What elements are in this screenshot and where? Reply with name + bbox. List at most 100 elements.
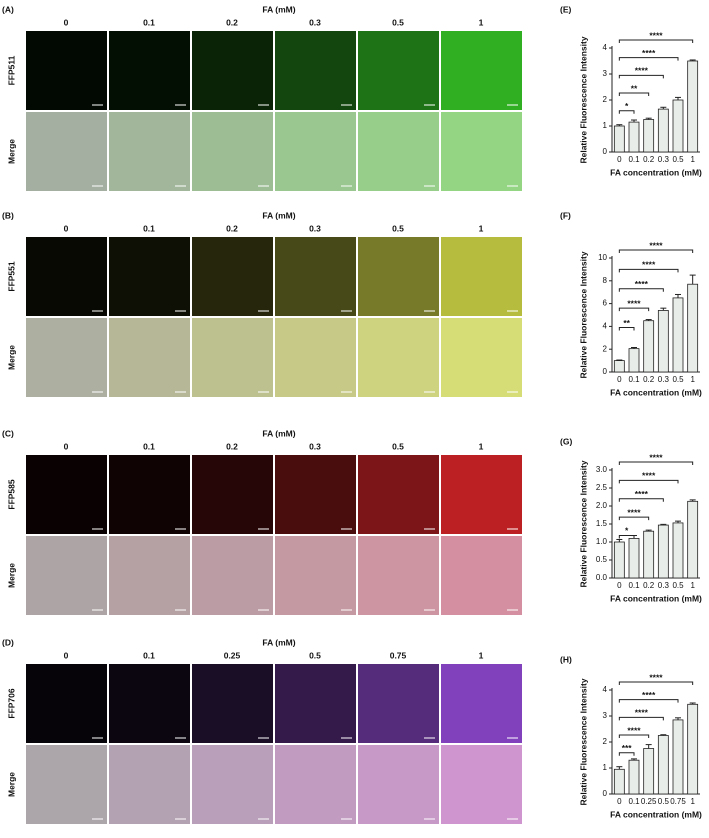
bar bbox=[672, 522, 684, 579]
error-bar bbox=[675, 96, 681, 100]
x-tick-label: 1 bbox=[690, 797, 695, 806]
y-axis-title: Relative Fluorescence Intensity bbox=[578, 36, 588, 163]
significance-label: **** bbox=[642, 690, 656, 700]
bar bbox=[628, 538, 640, 579]
fluorescence-image bbox=[109, 31, 190, 110]
bar bbox=[657, 108, 669, 153]
error-bar bbox=[675, 520, 681, 523]
x-tick-label: 0 bbox=[617, 581, 622, 590]
merge-image bbox=[109, 745, 190, 824]
merge-signal bbox=[192, 112, 273, 191]
y-tick-label: 3 bbox=[603, 711, 608, 720]
merge-image bbox=[192, 112, 273, 191]
merge-signal bbox=[192, 745, 273, 824]
x-tick-label: 0.75 bbox=[670, 797, 686, 806]
merge-signal bbox=[26, 318, 107, 397]
fluorescence-image bbox=[192, 31, 273, 110]
fluorescence-signal bbox=[275, 455, 356, 534]
y-tick-label: 0 bbox=[603, 367, 608, 376]
concentration-label: 0.3 bbox=[309, 223, 321, 233]
merge-image bbox=[192, 318, 273, 397]
significance-label: **** bbox=[627, 298, 641, 308]
concentration-label: 0 bbox=[64, 441, 69, 451]
bar bbox=[687, 283, 699, 373]
x-tick-label: 1 bbox=[690, 581, 695, 590]
merge-signal bbox=[109, 112, 190, 191]
merge-signal bbox=[192, 536, 273, 615]
significance-label: **** bbox=[649, 240, 663, 250]
significance-bracket bbox=[618, 57, 679, 61]
y-tick-label: 3 bbox=[603, 69, 608, 78]
significance-bracket bbox=[618, 498, 664, 502]
row-label: Merge bbox=[6, 563, 16, 588]
y-tick-label: 10 bbox=[598, 253, 607, 262]
fluorescence-image bbox=[26, 31, 107, 110]
merge-image bbox=[109, 112, 190, 191]
error-bar bbox=[616, 766, 623, 770]
y-tick-label: 0.5 bbox=[596, 555, 608, 564]
significance-label: **** bbox=[627, 725, 641, 735]
concentration-label: 0.2 bbox=[226, 223, 238, 233]
x-tick-label: 0.25 bbox=[641, 797, 657, 806]
x-tick-label: 0 bbox=[617, 375, 622, 384]
merge-image bbox=[109, 536, 190, 615]
y-tick-label: 0 bbox=[603, 789, 608, 798]
significance-bracket bbox=[618, 734, 650, 739]
x-axis-title: FA concentration (mM) bbox=[610, 593, 702, 603]
concentration-label: 0.1 bbox=[143, 650, 155, 660]
significance-bracket bbox=[618, 534, 635, 539]
panel-label: (B) bbox=[2, 210, 14, 220]
fluorescence-signal bbox=[275, 31, 356, 110]
fluorescence-image bbox=[109, 455, 190, 534]
fluorescence-signal bbox=[441, 664, 522, 743]
error-bar bbox=[645, 319, 652, 321]
bar bbox=[687, 60, 699, 153]
row-label: Merge bbox=[6, 345, 16, 370]
merge-image bbox=[192, 745, 273, 824]
y-tick-label: 1.5 bbox=[596, 519, 608, 528]
concentration-label: 0.25 bbox=[224, 650, 241, 660]
significance-label: **** bbox=[642, 471, 656, 481]
panel-header: FA (mM) bbox=[262, 428, 295, 438]
x-tick-label: 0.3 bbox=[658, 375, 670, 384]
x-tick-label: 0 bbox=[617, 155, 622, 164]
bar bbox=[613, 125, 625, 153]
significance-bracket bbox=[618, 461, 694, 465]
significance-label: * bbox=[625, 101, 629, 111]
bar bbox=[672, 297, 684, 373]
error-bar bbox=[645, 744, 652, 749]
significance-label: **** bbox=[649, 672, 663, 682]
y-tick-label: 6 bbox=[603, 299, 608, 308]
concentration-label: 0.2 bbox=[226, 441, 238, 451]
merge-signal bbox=[275, 536, 356, 615]
significance-bracket bbox=[618, 92, 650, 97]
significance-label: **** bbox=[635, 279, 649, 289]
bar bbox=[628, 121, 640, 153]
significance-label: **** bbox=[642, 260, 656, 270]
fluorescence-signal bbox=[192, 664, 273, 743]
y-tick-label: 1.0 bbox=[596, 537, 608, 546]
fluorescence-signal bbox=[441, 237, 522, 316]
error-bar bbox=[689, 499, 696, 502]
x-tick-label: 1 bbox=[690, 155, 695, 164]
concentration-label: 1 bbox=[479, 441, 484, 451]
fluorescence-signal bbox=[109, 664, 190, 743]
x-axis-title: FA concentration (mM) bbox=[610, 167, 702, 177]
panel-header: FA (mM) bbox=[262, 210, 295, 220]
significance-bracket bbox=[618, 699, 679, 703]
significance-bracket bbox=[618, 516, 650, 521]
merge-image bbox=[26, 745, 107, 824]
panel-header: FA (mM) bbox=[262, 637, 295, 647]
fluorescence-signal bbox=[26, 31, 107, 110]
significance-bracket bbox=[618, 288, 664, 292]
concentration-label: 0.5 bbox=[392, 441, 404, 451]
bar bbox=[643, 530, 655, 579]
significance-bracket bbox=[618, 110, 635, 114]
fluorescence-image bbox=[192, 237, 273, 316]
merge-signal bbox=[26, 536, 107, 615]
significance-bracket bbox=[618, 752, 635, 756]
y-tick-label: 4 bbox=[603, 43, 608, 52]
merge-signal bbox=[358, 318, 439, 397]
significance-bracket bbox=[618, 716, 664, 721]
